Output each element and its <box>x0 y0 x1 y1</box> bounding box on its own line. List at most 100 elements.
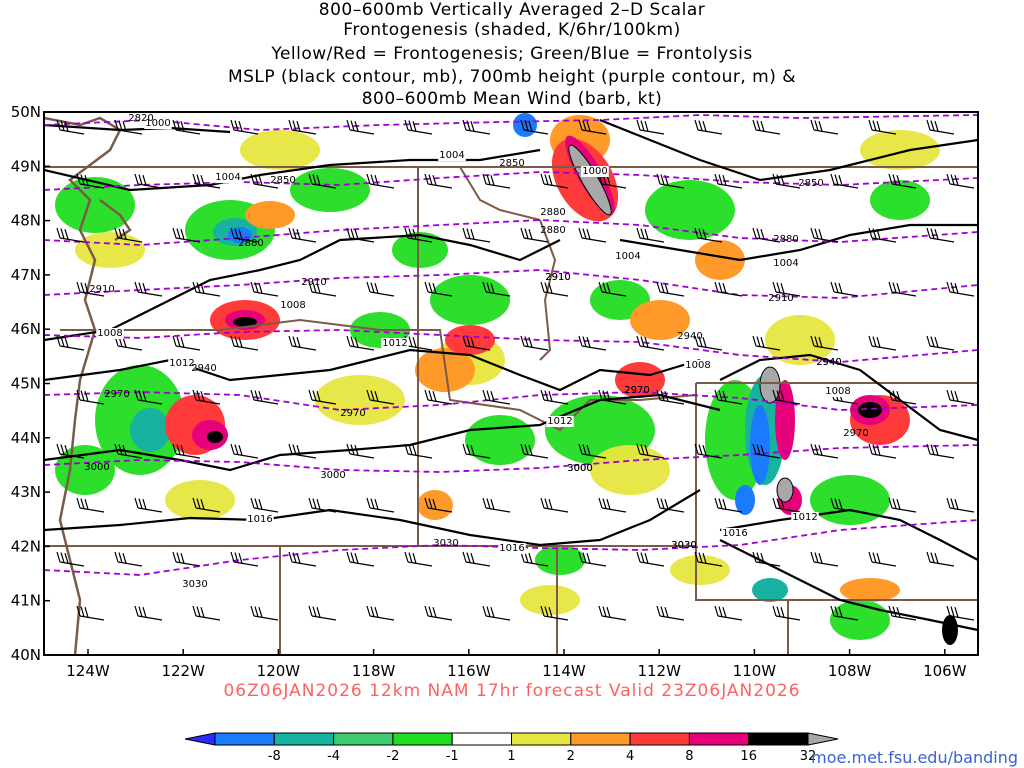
wind-barb <box>772 389 801 405</box>
lat-tick-label: 45N <box>11 375 41 393</box>
mslp-contour-label: 1012 <box>792 512 817 523</box>
wind-barb <box>230 119 259 135</box>
wind-barb <box>656 173 685 189</box>
wind-barb <box>830 497 859 513</box>
wind-barb <box>56 443 85 459</box>
height-contour-label: 3030 <box>182 579 207 590</box>
mslp-contour-label: 1004 <box>439 150 464 161</box>
wind-barb <box>772 173 801 189</box>
height-contour-label: 3000 <box>320 470 345 481</box>
colorbar-label: -1 <box>446 749 459 764</box>
wind-barb <box>868 227 897 243</box>
colorbar-swatch <box>511 732 572 746</box>
wind-barb <box>830 281 859 297</box>
wind-barb <box>134 281 163 297</box>
lat-tick-label: 46N <box>11 320 41 338</box>
wind-barb <box>134 389 163 405</box>
lon-tick-label: 116W <box>447 662 491 680</box>
height-contour-label: 2940 <box>191 363 216 374</box>
wind-barb <box>308 173 337 189</box>
wind-barb <box>888 605 917 621</box>
wind-barb <box>230 227 259 243</box>
wind-barb <box>540 281 569 297</box>
longitude-axis: 124W 122W 120W 118W 116W 114W 112W 110W 108W 106W <box>66 649 967 680</box>
wind-barb <box>830 605 859 621</box>
wind-barb <box>946 389 975 405</box>
wind-barb <box>288 119 317 135</box>
wind-barb <box>308 281 337 297</box>
lon-tick-label: 120W <box>257 662 301 680</box>
wind-barb <box>192 497 221 513</box>
lon-tick-label: 110W <box>733 662 777 680</box>
wind-barb <box>656 389 685 405</box>
height-contour-label: 2970 <box>340 408 365 419</box>
colorbar-swatch <box>748 732 809 746</box>
lon-tick-label: 108W <box>828 662 872 680</box>
colorbar-label: -2 <box>386 749 399 764</box>
lon-tick-label: 106W <box>923 662 967 680</box>
title-line-2: Frontogenesis (shaded, K/6hr/100km) <box>343 20 681 40</box>
wind-barb <box>76 605 105 621</box>
wind-barb <box>888 281 917 297</box>
wind-barb <box>888 389 917 405</box>
wind-barb <box>424 173 453 189</box>
wind-barb <box>134 173 163 189</box>
height-contour-label: 3000 <box>567 463 592 474</box>
wind-barb <box>694 335 723 351</box>
wind-barb <box>578 335 607 351</box>
colorbar-label: 16 <box>740 749 757 764</box>
lon-tick-label: 114W <box>542 662 586 680</box>
wind-barb <box>868 119 897 135</box>
colorbar-low-arrow <box>184 732 216 746</box>
wind-barb <box>404 119 433 135</box>
wind-barb <box>134 497 163 513</box>
wind-barb <box>134 605 163 621</box>
lat-tick-label: 48N <box>11 212 41 230</box>
lat-tick-label: 40N <box>11 646 41 664</box>
title-line-1: 800–600mb Vertically Averaged 2–D Scalar <box>318 0 706 20</box>
height-contour-label: 2970 <box>104 389 129 400</box>
wind-barb <box>752 227 781 243</box>
colorbar-high-arrow <box>807 732 839 746</box>
wind-barb <box>926 551 955 567</box>
wind-barb <box>636 443 665 459</box>
height-contour-label: 2880 <box>540 225 565 236</box>
contour-labels: 1000 1004 1004 1008 1012 1012 1016 1016 1000 1004… <box>84 113 868 590</box>
wind-barb <box>56 119 85 135</box>
wind-barb <box>230 551 259 567</box>
wind-barb <box>520 227 549 243</box>
colorbar-swatch <box>688 732 750 746</box>
colorbar: -8 -4 -2 -1 1 2 4 8 16 32 <box>184 732 839 764</box>
wind-barbs <box>56 119 975 621</box>
colorbar-swatch <box>451 732 513 746</box>
credit-link[interactable]: moe.met.fsu.edu/banding <box>811 748 1018 767</box>
wind-barb <box>888 497 917 513</box>
height-contour-label: 2910 <box>301 277 326 288</box>
wind-barb <box>578 119 607 135</box>
wind-barb <box>308 497 337 513</box>
height-contour-label: 3000 <box>567 463 592 474</box>
mslp-contour-label: 1016 <box>499 543 524 554</box>
wind-barb <box>366 173 395 189</box>
mslp-contour-label: 1008 <box>685 360 710 371</box>
height-contour-label: 2940 <box>816 357 841 368</box>
wind-barb <box>520 443 549 459</box>
wind-barb <box>946 497 975 513</box>
wind-barb <box>346 119 375 135</box>
height-contour-label: 2850 <box>499 158 524 169</box>
height-contour-label: 2970 <box>624 385 649 396</box>
wind-barb <box>598 389 627 405</box>
title-line-5: 800–600mb Mean Wind (barb, kt) <box>361 89 663 109</box>
lat-tick-label: 41N <box>11 592 41 610</box>
colorbar-swatch <box>392 732 453 746</box>
wind-barb <box>366 605 395 621</box>
wind-barb <box>946 605 975 621</box>
height-contour-label: 2940 <box>816 357 841 368</box>
colorbar-label: -4 <box>327 749 340 764</box>
colorbar-swatch <box>214 732 275 746</box>
wind-barb <box>308 389 337 405</box>
wind-barb <box>250 389 279 405</box>
wind-barb <box>76 389 105 405</box>
lat-tick-label: 42N <box>11 537 41 555</box>
